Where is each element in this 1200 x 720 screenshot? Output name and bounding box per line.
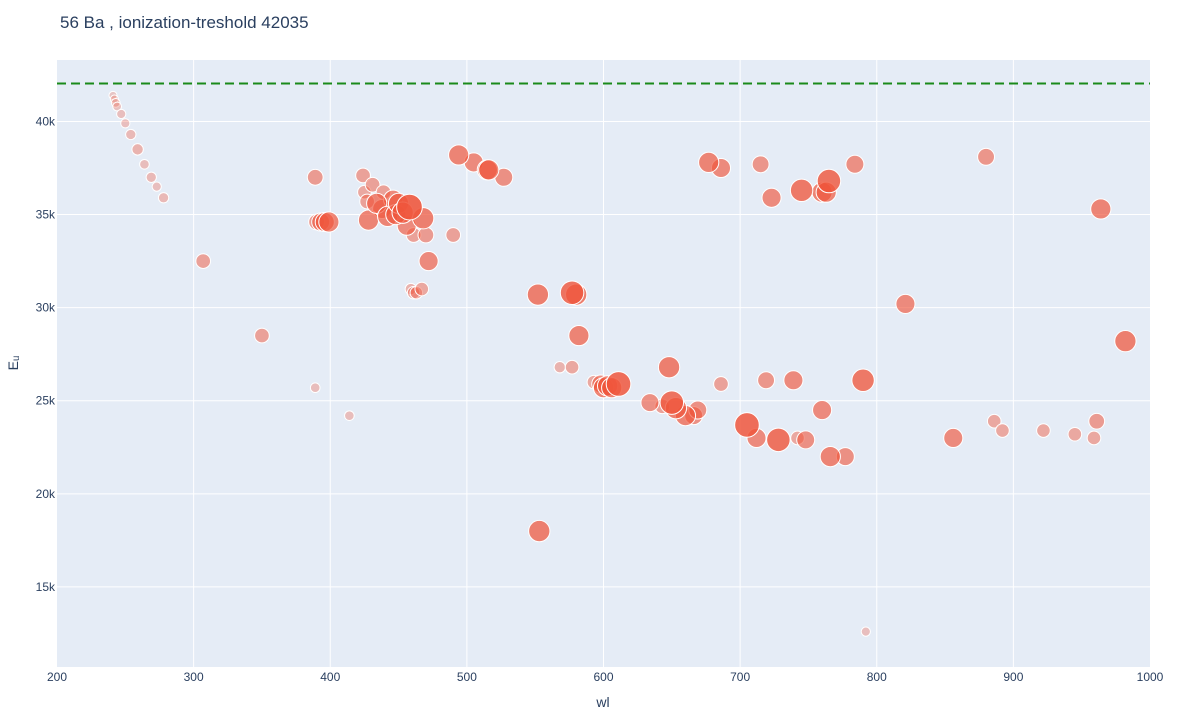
data-point	[819, 445, 841, 468]
data-point	[151, 181, 162, 192]
data-point	[713, 376, 729, 392]
data-point	[766, 427, 791, 453]
y-tick-label: 25k	[36, 394, 56, 408]
data-point	[364, 176, 381, 193]
data-point	[112, 101, 122, 112]
data-points	[108, 90, 1137, 637]
data-point	[845, 154, 865, 174]
data-point	[145, 171, 157, 183]
data-point	[734, 412, 760, 438]
x-axis-title: wl	[595, 694, 609, 710]
data-point	[895, 293, 916, 314]
data-point	[355, 167, 371, 184]
data-point	[414, 281, 430, 297]
data-point	[1086, 430, 1102, 446]
data-point	[789, 178, 814, 203]
data-point	[757, 371, 776, 390]
tick-labels: 200 300 400 500 600 700 800 900 1000 15k 20k 25k 30k…	[36, 114, 1164, 684]
data-point	[195, 253, 212, 269]
data-point	[559, 280, 585, 305]
x-tick-label: 200	[47, 670, 67, 684]
data-point	[1090, 198, 1112, 220]
data-point	[254, 327, 270, 344]
x-tick-label: 500	[457, 670, 477, 684]
grid-lines	[57, 60, 1150, 667]
data-point	[995, 423, 1010, 438]
data-point	[640, 393, 660, 413]
data-point	[812, 399, 833, 421]
data-point	[657, 356, 681, 379]
data-point	[568, 324, 590, 347]
y-tick-label: 20k	[36, 487, 56, 501]
data-point	[157, 192, 170, 204]
data-point	[116, 108, 127, 120]
x-tick-label: 1000	[1137, 670, 1164, 684]
y-tick-label: 30k	[36, 301, 56, 315]
data-point	[553, 361, 566, 374]
y-tick-label: 35k	[36, 208, 56, 222]
data-point	[396, 193, 423, 221]
data-point	[120, 118, 131, 129]
data-point	[564, 359, 580, 375]
data-point	[528, 519, 551, 543]
y-axis-title: Eᵤ	[5, 356, 21, 371]
data-point	[306, 168, 324, 186]
data-point	[139, 158, 150, 170]
data-point	[318, 211, 340, 233]
data-point	[751, 155, 770, 174]
data-point	[943, 427, 964, 449]
data-point	[816, 168, 842, 194]
data-point	[1114, 330, 1137, 353]
x-tick-label: 400	[320, 670, 340, 684]
data-point	[418, 251, 439, 272]
data-point	[131, 143, 144, 156]
chart-title: 56 Ba , ionization-treshold 42035	[60, 13, 309, 32]
x-tick-label: 900	[1003, 670, 1023, 684]
data-point	[851, 368, 875, 392]
data-point	[761, 187, 782, 208]
data-point	[1088, 412, 1106, 430]
data-point	[125, 128, 137, 141]
data-point	[1067, 426, 1083, 442]
data-point	[526, 283, 550, 306]
data-point	[986, 413, 1002, 429]
data-point	[698, 151, 720, 174]
data-point	[659, 390, 685, 415]
data-point	[783, 370, 804, 391]
x-tick-label: 600	[593, 670, 613, 684]
x-tick-label: 300	[184, 670, 204, 684]
data-point	[1036, 423, 1051, 438]
data-point	[417, 226, 435, 244]
x-tick-label: 700	[730, 670, 750, 684]
data-point	[344, 410, 355, 421]
data-point	[309, 382, 321, 394]
data-point	[478, 159, 500, 181]
y-tick-label: 15k	[36, 580, 56, 594]
data-point	[977, 147, 995, 166]
data-point	[445, 227, 462, 243]
y-tick-label: 40k	[36, 114, 56, 128]
data-point	[605, 371, 632, 397]
x-tick-label: 800	[867, 670, 887, 684]
data-point	[448, 144, 470, 166]
data-point	[860, 626, 871, 637]
data-point	[796, 430, 816, 450]
